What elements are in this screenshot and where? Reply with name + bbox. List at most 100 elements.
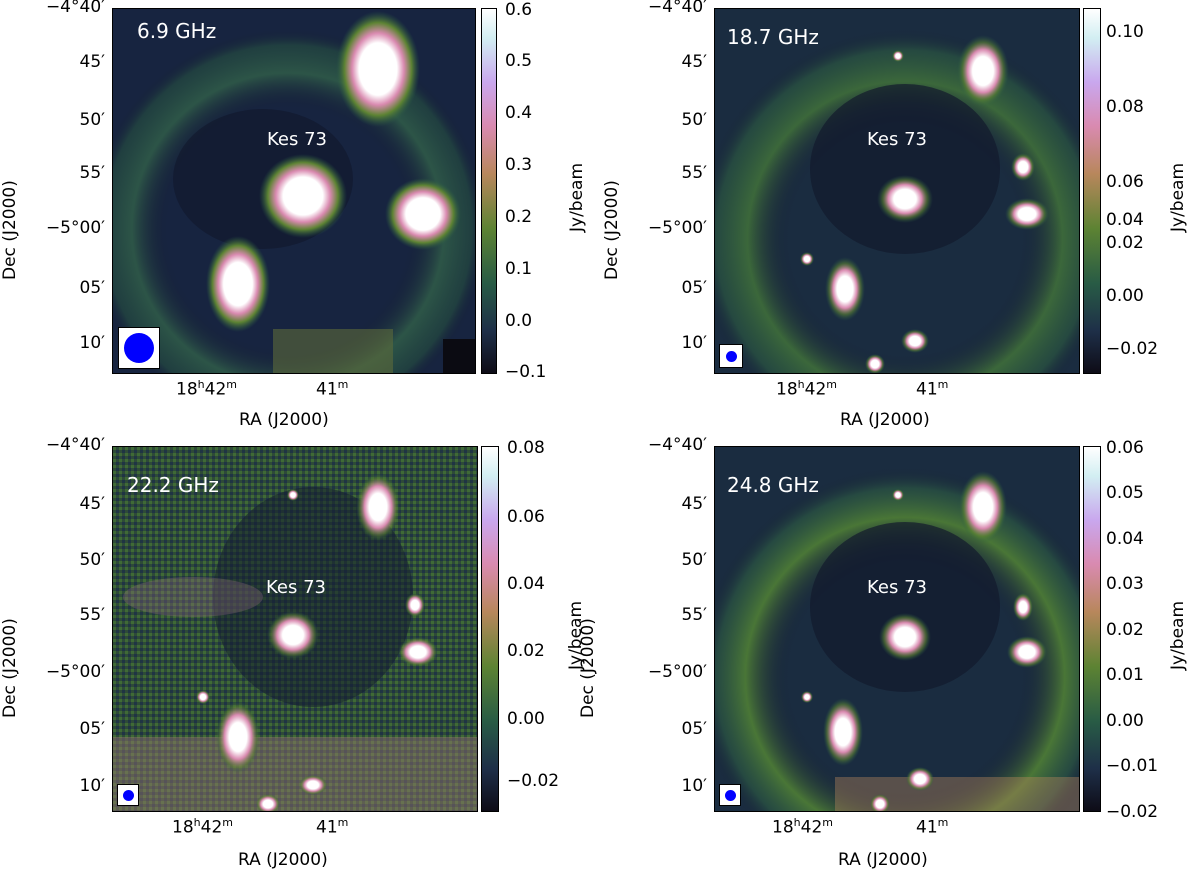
dec-tick: 55′ [79, 605, 106, 625]
dec-tick: 50′ [79, 550, 106, 570]
cbar-tick: 0.08 [507, 438, 545, 458]
ra-tick: 18h42m [776, 378, 837, 400]
dec-tick: 05′ [681, 719, 708, 739]
cbar-tick: 0.06 [507, 507, 545, 527]
dec-tick: −4°40′ [45, 435, 105, 455]
cbar-tick: 0.03 [1106, 574, 1144, 594]
cbar-tick: 0.06 [1106, 438, 1144, 458]
dec-axis-title: Dec (J2000) [0, 180, 20, 280]
map-rendering [715, 9, 1079, 373]
dec-tick: 05′ [79, 719, 106, 739]
ra-tick: 18h42m [176, 378, 237, 400]
dec-axis-title: Dec (J2000) [578, 618, 598, 718]
cbar-tick: 0.05 [1106, 483, 1144, 503]
dec-tick: 45′ [79, 494, 106, 514]
cbar-tick: −0.02 [1106, 802, 1159, 822]
colorbar [481, 8, 497, 374]
cbar-tick: 0.2 [505, 207, 533, 227]
dec-tick: 55′ [681, 163, 708, 183]
ra-tick: 41m [916, 378, 949, 400]
cbar-title: Jy/beam [567, 162, 587, 232]
frequency-label: 22.2 GHz [127, 473, 219, 497]
colorbar [1083, 8, 1101, 374]
ra-tick: 41m [316, 378, 349, 400]
beam-box [117, 784, 139, 806]
dec-tick: 10′ [681, 776, 708, 796]
cbar-tick: 0.02 [1106, 620, 1144, 640]
dec-tick: 50′ [681, 110, 708, 130]
cbar-tick: 0.08 [1106, 97, 1144, 117]
cbar-tick: 0.3 [505, 155, 533, 175]
ra-tick: 18h42m [172, 816, 233, 838]
dec-axis-title: Dec (J2000) [0, 618, 20, 718]
cbar-tick: 0.4 [505, 103, 533, 123]
dec-tick: 45′ [681, 494, 708, 514]
ra-tick: 18h42m [772, 816, 833, 838]
colorbar [481, 446, 499, 812]
cbar-tick: 0.5 [505, 51, 533, 71]
dec-tick: 45′ [79, 52, 106, 72]
beam-box [719, 784, 741, 806]
beam-ellipse [124, 333, 154, 363]
map-rendering [113, 9, 475, 373]
dec-tick: −4°40′ [647, 0, 707, 17]
cbar-tick: 0.00 [1106, 286, 1144, 306]
beam-box [118, 327, 160, 369]
panel-22-2-ghz: 22.2 GHz Kes 73 0.08 0.06 0.04 0.02 0.00… [0, 435, 600, 875]
radio-map-image: 6.9 GHz Kes 73 [112, 8, 476, 374]
source-label: Kes 73 [267, 129, 327, 150]
frequency-label: 6.9 GHz [137, 19, 217, 43]
cbar-tick: −0.01 [1106, 756, 1159, 776]
cbar-tick: 0.00 [1106, 711, 1144, 731]
beam-ellipse [726, 351, 737, 362]
cbar-tick: 0.10 [1106, 22, 1144, 42]
dec-tick: 50′ [681, 550, 708, 570]
cbar-tick: −0.02 [1106, 339, 1159, 359]
dec-tick: 05′ [681, 278, 708, 298]
cbar-title: Jy/beam [1168, 162, 1188, 232]
cbar-tick: 0.6 [505, 0, 533, 20]
radio-map-image: 18.7 GHz Kes 73 [714, 8, 1080, 374]
dec-tick: −5°00′ [45, 218, 105, 238]
dec-axis-title: Dec (J2000) [602, 180, 622, 280]
dec-tick: −5°00′ [647, 218, 707, 238]
dec-tick: −5°00′ [647, 662, 707, 682]
colorbar [1083, 446, 1101, 812]
ra-axis-title: RA (J2000) [838, 850, 928, 870]
cbar-title: Jy/beam [1168, 600, 1188, 670]
dec-tick: −4°40′ [45, 0, 105, 17]
frequency-label: 24.8 GHz [727, 473, 819, 497]
cbar-tick: 0.02 [507, 641, 545, 661]
beam-ellipse [725, 790, 736, 801]
dec-tick: 10′ [681, 333, 708, 353]
cbar-tick: 0.04 [1106, 210, 1144, 230]
cbar-tick: 0.1 [505, 259, 533, 279]
ra-axis-title: RA (J2000) [238, 850, 328, 870]
dec-tick: 10′ [79, 333, 106, 353]
cbar-tick: 0.06 [1106, 172, 1144, 192]
ra-axis-title: RA (J2000) [840, 410, 930, 430]
cbar-tick: 0.01 [1106, 665, 1144, 685]
beam-ellipse [123, 790, 134, 801]
dec-tick: 55′ [681, 605, 708, 625]
ra-tick: 41m [316, 816, 349, 838]
beam-box [719, 344, 743, 368]
panel-18-7-ghz: 18.7 GHz Kes 73 0.10 0.08 0.06 0.04 0.02… [600, 0, 1200, 437]
dec-tick: 05′ [79, 278, 106, 298]
cbar-tick: 0.04 [507, 574, 545, 594]
ra-tick: 41m [916, 816, 949, 838]
source-label: Kes 73 [266, 577, 326, 598]
dec-tick: 50′ [79, 110, 106, 130]
frequency-label: 18.7 GHz [727, 25, 819, 49]
dec-tick: −5°00′ [45, 662, 105, 682]
source-label: Kes 73 [867, 129, 927, 150]
map-rendering [113, 447, 477, 811]
radio-map-image: 22.2 GHz Kes 73 [112, 446, 478, 812]
cbar-tick: 0.04 [1106, 529, 1144, 549]
cbar-tick: −0.02 [507, 771, 560, 791]
cbar-tick: 0.0 [505, 311, 533, 331]
ra-axis-title: RA (J2000) [239, 410, 329, 430]
cbar-tick: 0.00 [507, 709, 545, 729]
panel-6-9-ghz: 6.9 GHz Kes 73 0.6 0.5 0.4 0.3 0.2 0.1 0… [0, 0, 600, 437]
cbar-tick: 0.02 [1106, 233, 1144, 253]
